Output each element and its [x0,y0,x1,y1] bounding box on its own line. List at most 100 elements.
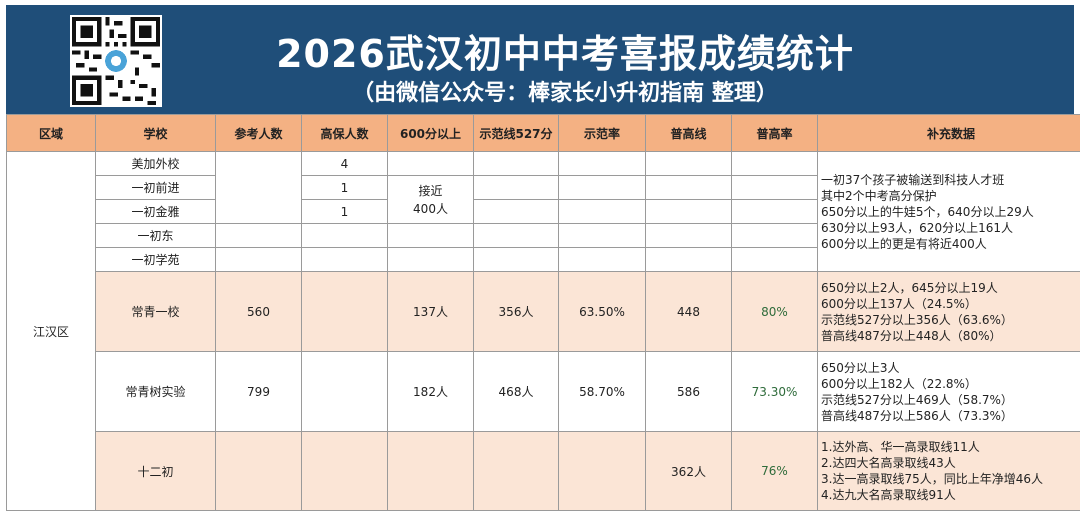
col-header-participants: 参考人数 [215,114,302,152]
above600-cell [387,151,474,176]
school-cell: 一初东 [95,223,216,248]
table-row: 十二初 362人 76% 1.达外高、华一高录取线11人 2.达四大名高录取线4… [7,431,1080,511]
page-title: 2026武汉初中中考喜报成绩统计 [276,32,854,76]
supplement-line: 650分以上的牛娃5个，640分以上29人 [821,204,1034,219]
table-row: 常青一校 560 137人 356人 63.50% 448 80% 650分以上… [7,271,1080,352]
demo-rate-cell [558,175,646,200]
school-cell: 常青一校 [95,271,216,352]
supplement-line: 示范线527分以上469人（58.7%） [821,392,1013,407]
demo-rate-cell [558,199,646,224]
supplement-line: 600分以上的更是有将近400人 [821,236,987,251]
header-row: 区域 学校 参考人数 高保人数 600分以上 示范线527分 示范率 普高线 普… [6,114,1080,152]
participants-cell [215,151,302,224]
supplement-line: 一初37个孩子被输送到科技人才班 [821,172,1005,187]
supplement-line: 示范线527分以上356人（63.6%） [821,312,1013,327]
general-line-cell [645,151,732,176]
page-subtitle: （由微信公众号：棒家长小升初指南 整理） [352,81,778,106]
above600-cell: 137人 [387,271,474,352]
general-line-cell [645,223,732,248]
general-rate-cell: 73.30% [731,351,818,432]
general-rate-cell [731,175,818,200]
school-cell: 美加外校 [95,151,216,176]
demo-rate-cell [558,151,646,176]
demo-rate-cell [558,247,646,272]
demo-rate-cell: 63.50% [558,271,646,352]
col-header-supplement: 补充数据 [817,114,1080,152]
supplement-line: 1.达外高、华一高录取线11人 [821,440,980,454]
gaobao-cell: 1 [301,199,388,224]
general-line-cell [645,247,732,272]
demo-cell [473,223,559,248]
above600-cell [387,223,474,248]
supplement-cell: 一初37个孩子被输送到科技人才班 其中2个中考高分保护 650分以上的牛娃5个，… [817,151,1080,272]
supplement-cell: 650分以上3人 600分以上182人（22.8%） 示范线527分以上469人… [817,351,1080,432]
table-row: 一初学苑 [7,247,1080,272]
general-line-cell [645,175,732,200]
demo-rate-cell [558,223,646,248]
col-header-region: 区域 [6,114,96,152]
gaobao-cell [301,247,388,272]
table-row: 江汉区 美加外校 4 一初37个孩子被输送到科技人才班 其中2个中考高分保护 6… [6,151,1080,511]
participants-cell [215,431,302,511]
supplement-cell: 1.达外高、华一高录取线11人 2.达四大名高录取线43人 3.达一高录取线75… [817,431,1080,511]
col-header-demo-rate: 示范率 [558,114,646,152]
general-rate-cell [731,151,818,176]
gaobao-cell [301,351,388,432]
demo-rate-cell [558,431,646,511]
demo-cell [473,199,559,224]
supplement-line: 3.达一高录取线75人，同比上年净增46人 [821,472,1043,486]
title-banner: 2026武汉初中中考喜报成绩统计 （由微信公众号：棒家长小升初指南 整理） [6,5,1074,114]
general-rate-cell: 80% [731,271,818,352]
gaobao-cell [301,271,388,352]
supplement-line: 630分以上93人，620分以上161人 [821,220,1013,235]
above600-text: 接近400人 [413,183,448,216]
demo-cell [473,151,559,176]
supplement-line: 600分以上137人（24.5%） [821,296,977,311]
demo-rate-cell: 58.70% [558,351,646,432]
gaobao-cell: 4 [301,151,388,176]
supplement-line: 600分以上182人（22.8%） [821,376,977,391]
demo-cell [473,247,559,272]
general-line-cell: 448 [645,271,732,352]
supplement-cell: 650分以上2人，645分以上19人 600分以上137人（24.5%） 示范线… [817,271,1080,352]
participants-cell [215,247,302,272]
supplement-line: 其中2个中考高分保护 [821,188,937,203]
col-header-general-line: 普高线 [645,114,732,152]
general-line-cell [645,199,732,224]
general-rate-cell [731,247,818,272]
general-line-cell: 586 [645,351,732,432]
participants-cell: 799 [215,351,302,432]
supplement-line: 650分以上2人，645分以上19人 [821,280,998,295]
col-header-gaobao: 高保人数 [301,114,388,152]
above600-cell: 接近400人 [387,175,474,224]
above600-cell [387,247,474,272]
supplement-line: 2.达四大名高录取线43人 [821,456,956,470]
supplement-line: 普高线487分以上448人（80%） [821,328,1002,343]
participants-cell [215,223,302,248]
demo-cell: 356人 [473,271,559,352]
school-cell: 一初金雅 [95,199,216,224]
table-row: 常青树实验 799 182人 468人 58.70% 586 73.30% 65… [7,351,1080,432]
score-table: 区域 学校 参考人数 高保人数 600分以上 示范线527分 示范率 普高线 普… [6,114,1080,511]
table-row: 一初金雅 1 [7,199,1080,224]
demo-cell [473,175,559,200]
gaobao-cell [301,223,388,248]
school-cell: 一初前进 [95,175,216,200]
col-header-general-rate: 普高率 [731,114,818,152]
school-cell: 一初学苑 [95,247,216,272]
col-header-above600: 600分以上 [387,114,474,152]
gaobao-cell [301,431,388,511]
col-header-school: 学校 [95,114,216,152]
demo-cell: 468人 [473,351,559,432]
supplement-line: 650分以上3人 [821,360,900,375]
supplement-line: 4.达九大名高录取线91人 [821,488,956,502]
general-rate-cell [731,223,818,248]
school-cell: 十二初 [95,431,216,511]
table-row: 一初前进 1 接近400人 [7,175,1080,224]
general-rate-cell: 76% [731,431,818,511]
participants-cell: 560 [215,271,302,352]
above600-cell [387,431,474,511]
above600-cell: 182人 [387,351,474,432]
region-cell: 江汉区 [6,151,96,511]
qr-code-icon [70,15,162,107]
